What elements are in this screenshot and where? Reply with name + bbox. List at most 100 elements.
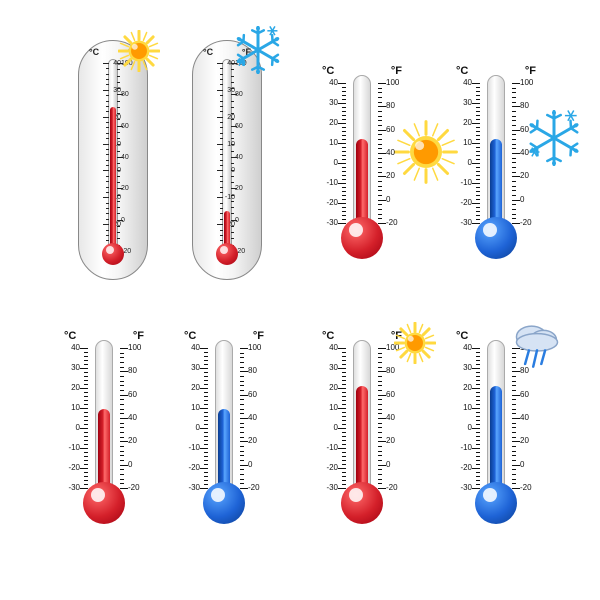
raincloud-icon [510,318,564,377]
scale-left: 403020100-10-20-30 [203,63,219,249]
tick [378,153,386,154]
tick-minor [476,364,480,365]
tick-label: -20 [68,464,80,472]
tick-minor [106,240,109,241]
tick [80,408,88,409]
tick-minor [106,235,109,236]
tick-minor [117,207,120,208]
tick-minor [204,384,208,385]
tick-label: 40 [386,414,395,422]
tick-minor [512,479,516,480]
tick-minor [378,116,382,117]
tick-minor [512,158,516,159]
tick-minor [342,412,346,413]
tick-minor [342,480,346,481]
tick [378,176,386,177]
tick [512,465,520,466]
tick-minor [220,68,223,69]
tick-minor [220,111,223,112]
tick-minor [84,376,88,377]
tick-minor [378,451,382,452]
tick-minor [204,440,208,441]
tick-minor [106,154,109,155]
tick [338,468,346,469]
tick-minor [342,424,346,425]
tick-minor [84,364,88,365]
tick-label: 80 [121,91,137,98]
label-celsius: °C [64,330,76,342]
tick-minor [476,432,480,433]
tick [338,368,346,369]
tick-label: 60 [248,391,257,399]
tick-label: 10 [329,139,338,147]
tick [231,126,237,127]
tick-minor [84,352,88,353]
tick-minor [106,122,109,123]
tick-minor [240,390,244,391]
tick-minor [378,125,382,126]
tick [338,408,346,409]
tick-minor [231,226,234,227]
tick-minor [476,464,480,465]
tick-label: 30 [329,364,338,372]
tick-label: -20 [386,484,398,492]
tick-minor [106,138,109,139]
tick-minor [378,195,382,196]
tick [472,408,480,409]
tick-minor [84,400,88,401]
tick-minor [342,384,346,385]
tick-minor [106,213,109,214]
tick [217,170,223,171]
tick [240,441,248,442]
tick-minor [120,479,124,480]
tick-minor [220,133,223,134]
tick [217,63,223,64]
tick-label: 0 [128,461,132,469]
label-fahrenheit: °F [391,65,402,77]
tick-minor [106,203,109,204]
tick-minor [120,357,124,358]
tick-minor [476,396,480,397]
tick-minor [240,381,244,382]
tick-minor [117,170,120,171]
tick-minor [240,404,244,405]
tick-minor [378,102,382,103]
tick-minor [342,151,346,152]
tick-minor [378,144,382,145]
tick-minor [204,356,208,357]
tick-label: -20 [460,199,472,207]
tick-label: 80 [128,367,137,375]
tick-minor [476,91,480,92]
tick-minor [240,451,244,452]
tick [378,348,386,349]
tick-minor [204,416,208,417]
tick-minor [117,101,120,102]
tick-minor [240,399,244,400]
tick-minor [84,356,88,357]
tick-minor [378,385,382,386]
tick-label: 10 [463,404,472,412]
tick-label: 20 [235,185,251,192]
label-fahrenheit: °F [253,330,264,342]
tick [217,90,223,91]
tick-label: 20 [386,437,395,445]
tick-minor [204,352,208,353]
tick [200,408,208,409]
tick [80,348,88,349]
tick-minor [220,235,223,236]
tick-minor [512,134,516,135]
tick-label: -20 [326,464,338,472]
tick-minor [512,409,516,410]
tick-minor [220,192,223,193]
tick-minor [342,155,346,156]
tick [472,223,480,224]
tick [117,126,123,127]
tick-label: 0 [248,461,252,469]
tick [378,200,386,201]
tick-minor [120,446,124,447]
tick-minor [342,87,346,88]
tick-label: 20 [248,437,257,445]
tick-minor [378,139,382,140]
tick-minor [378,446,382,447]
tick [472,488,480,489]
